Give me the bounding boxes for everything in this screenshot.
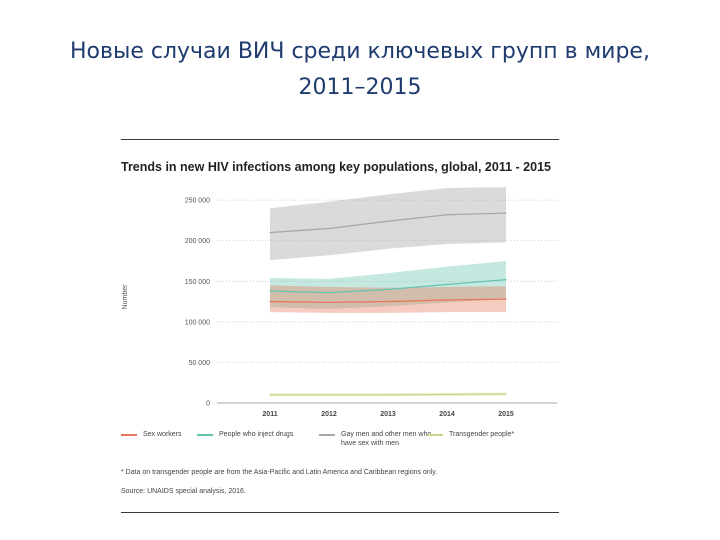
source-note: Source: UNAIDS special analysis, 2016. [121, 488, 246, 495]
data-point [505, 212, 507, 214]
x-tick-label: 2014 [439, 411, 455, 418]
footnote: * Data on transgender people are from th… [121, 469, 438, 476]
x-tick-label: 2013 [380, 411, 396, 418]
slide-title-line-1: Новые случаи ВИЧ среди ключевых групп в … [70, 39, 650, 64]
legend-swatch-pwid [197, 434, 213, 436]
data-point [446, 283, 448, 286]
legend-label-sex-workers: Sex workers [143, 431, 182, 438]
legend-swatch-msm [319, 434, 335, 436]
chart-title: Trends in new HIV infections among key p… [121, 160, 551, 174]
data-point [446, 393, 448, 396]
legend: Sex workers People who inject drugs Gay … [121, 430, 561, 458]
data-point [328, 301, 330, 303]
data-point [387, 220, 389, 222]
y-tick-label: 250 000 [185, 198, 210, 205]
x-tick-label: 2012 [321, 411, 337, 418]
top-rule [121, 139, 559, 140]
y-tick-label: 50 000 [189, 360, 211, 367]
slide-title: Новые случаи ВИЧ среди ключевых групп в … [0, 34, 720, 106]
slide-title-line-2: 2011–2015 [298, 75, 422, 100]
data-point [269, 300, 271, 303]
legend-swatch-transgender [427, 434, 443, 436]
data-point [387, 394, 389, 396]
uncertainty-band-2 [270, 187, 506, 261]
legend-item-transgender: Transgender people* [427, 430, 559, 439]
legend-swatch-sex-workers [121, 434, 137, 436]
legend-item-msm: Gay men and other men who have sex with … [319, 430, 437, 448]
data-point [387, 300, 389, 303]
legend-item-sex-workers: Sex workers [121, 430, 253, 439]
y-tick-label: 0 [206, 401, 210, 408]
data-point [387, 288, 389, 290]
data-point [505, 279, 507, 281]
uncertainty-band-1 [270, 260, 506, 309]
legend-label-transgender: Transgender people* [449, 431, 515, 438]
y-tick-label: 150 000 [185, 279, 210, 286]
data-point [328, 394, 330, 396]
y-tick-label: 100 000 [185, 319, 210, 326]
data-point [328, 292, 330, 294]
legend-label-msm: Gay men and other men who have sex with … [341, 431, 432, 447]
data-point [269, 290, 271, 292]
data-point [446, 299, 448, 301]
y-axis-label: Number [122, 284, 129, 310]
y-tick-label: 200 000 [185, 238, 210, 245]
data-point [505, 393, 507, 395]
data-point [269, 231, 271, 234]
data-point [446, 214, 448, 216]
data-point [328, 227, 330, 230]
bottom-rule [121, 512, 559, 513]
x-tick-label: 2015 [498, 411, 514, 418]
data-point [505, 298, 507, 300]
legend-item-pwid: People who inject drugs [197, 430, 329, 439]
x-tick-label: 2011 [262, 411, 277, 418]
data-point [269, 394, 271, 396]
legend-label-pwid: People who inject drugs [219, 431, 294, 438]
